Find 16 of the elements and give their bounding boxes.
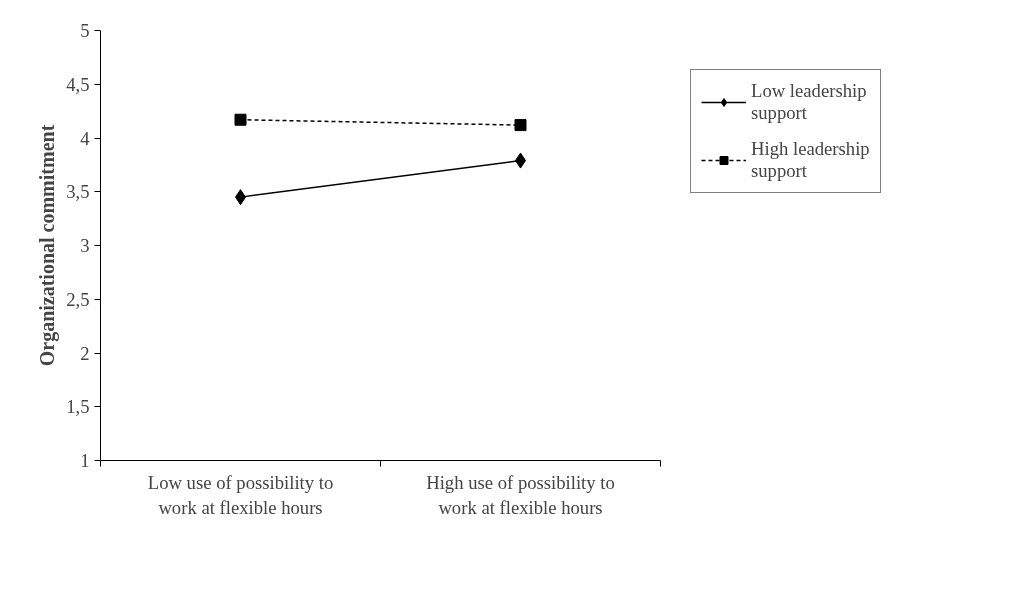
x-tick-label: Low use of possibility to work at flexible hours bbox=[147, 471, 334, 518]
legend-label: Low leadership support bbox=[751, 80, 867, 125]
y-tick-label: 3,5 bbox=[66, 181, 90, 203]
y-tick-label: 5 bbox=[80, 20, 90, 41]
point bbox=[234, 113, 247, 126]
y-tick-label: 1,5 bbox=[66, 396, 90, 418]
y-tick-label: 2 bbox=[80, 342, 90, 364]
y-tick-label: 4 bbox=[80, 127, 91, 149]
y-tick-label: 1 bbox=[80, 450, 90, 471]
y-axis-title: Organizational commitment bbox=[36, 124, 60, 367]
legend-label: High leadership support bbox=[751, 138, 870, 183]
x-tick-label: High use of possibility to work at flexible hours bbox=[426, 471, 615, 518]
y-tick-label: 4,5 bbox=[66, 73, 90, 95]
point bbox=[514, 119, 527, 132]
y-tick-label: 2,5 bbox=[66, 288, 90, 310]
y-tick-label: 3 bbox=[80, 235, 90, 256]
